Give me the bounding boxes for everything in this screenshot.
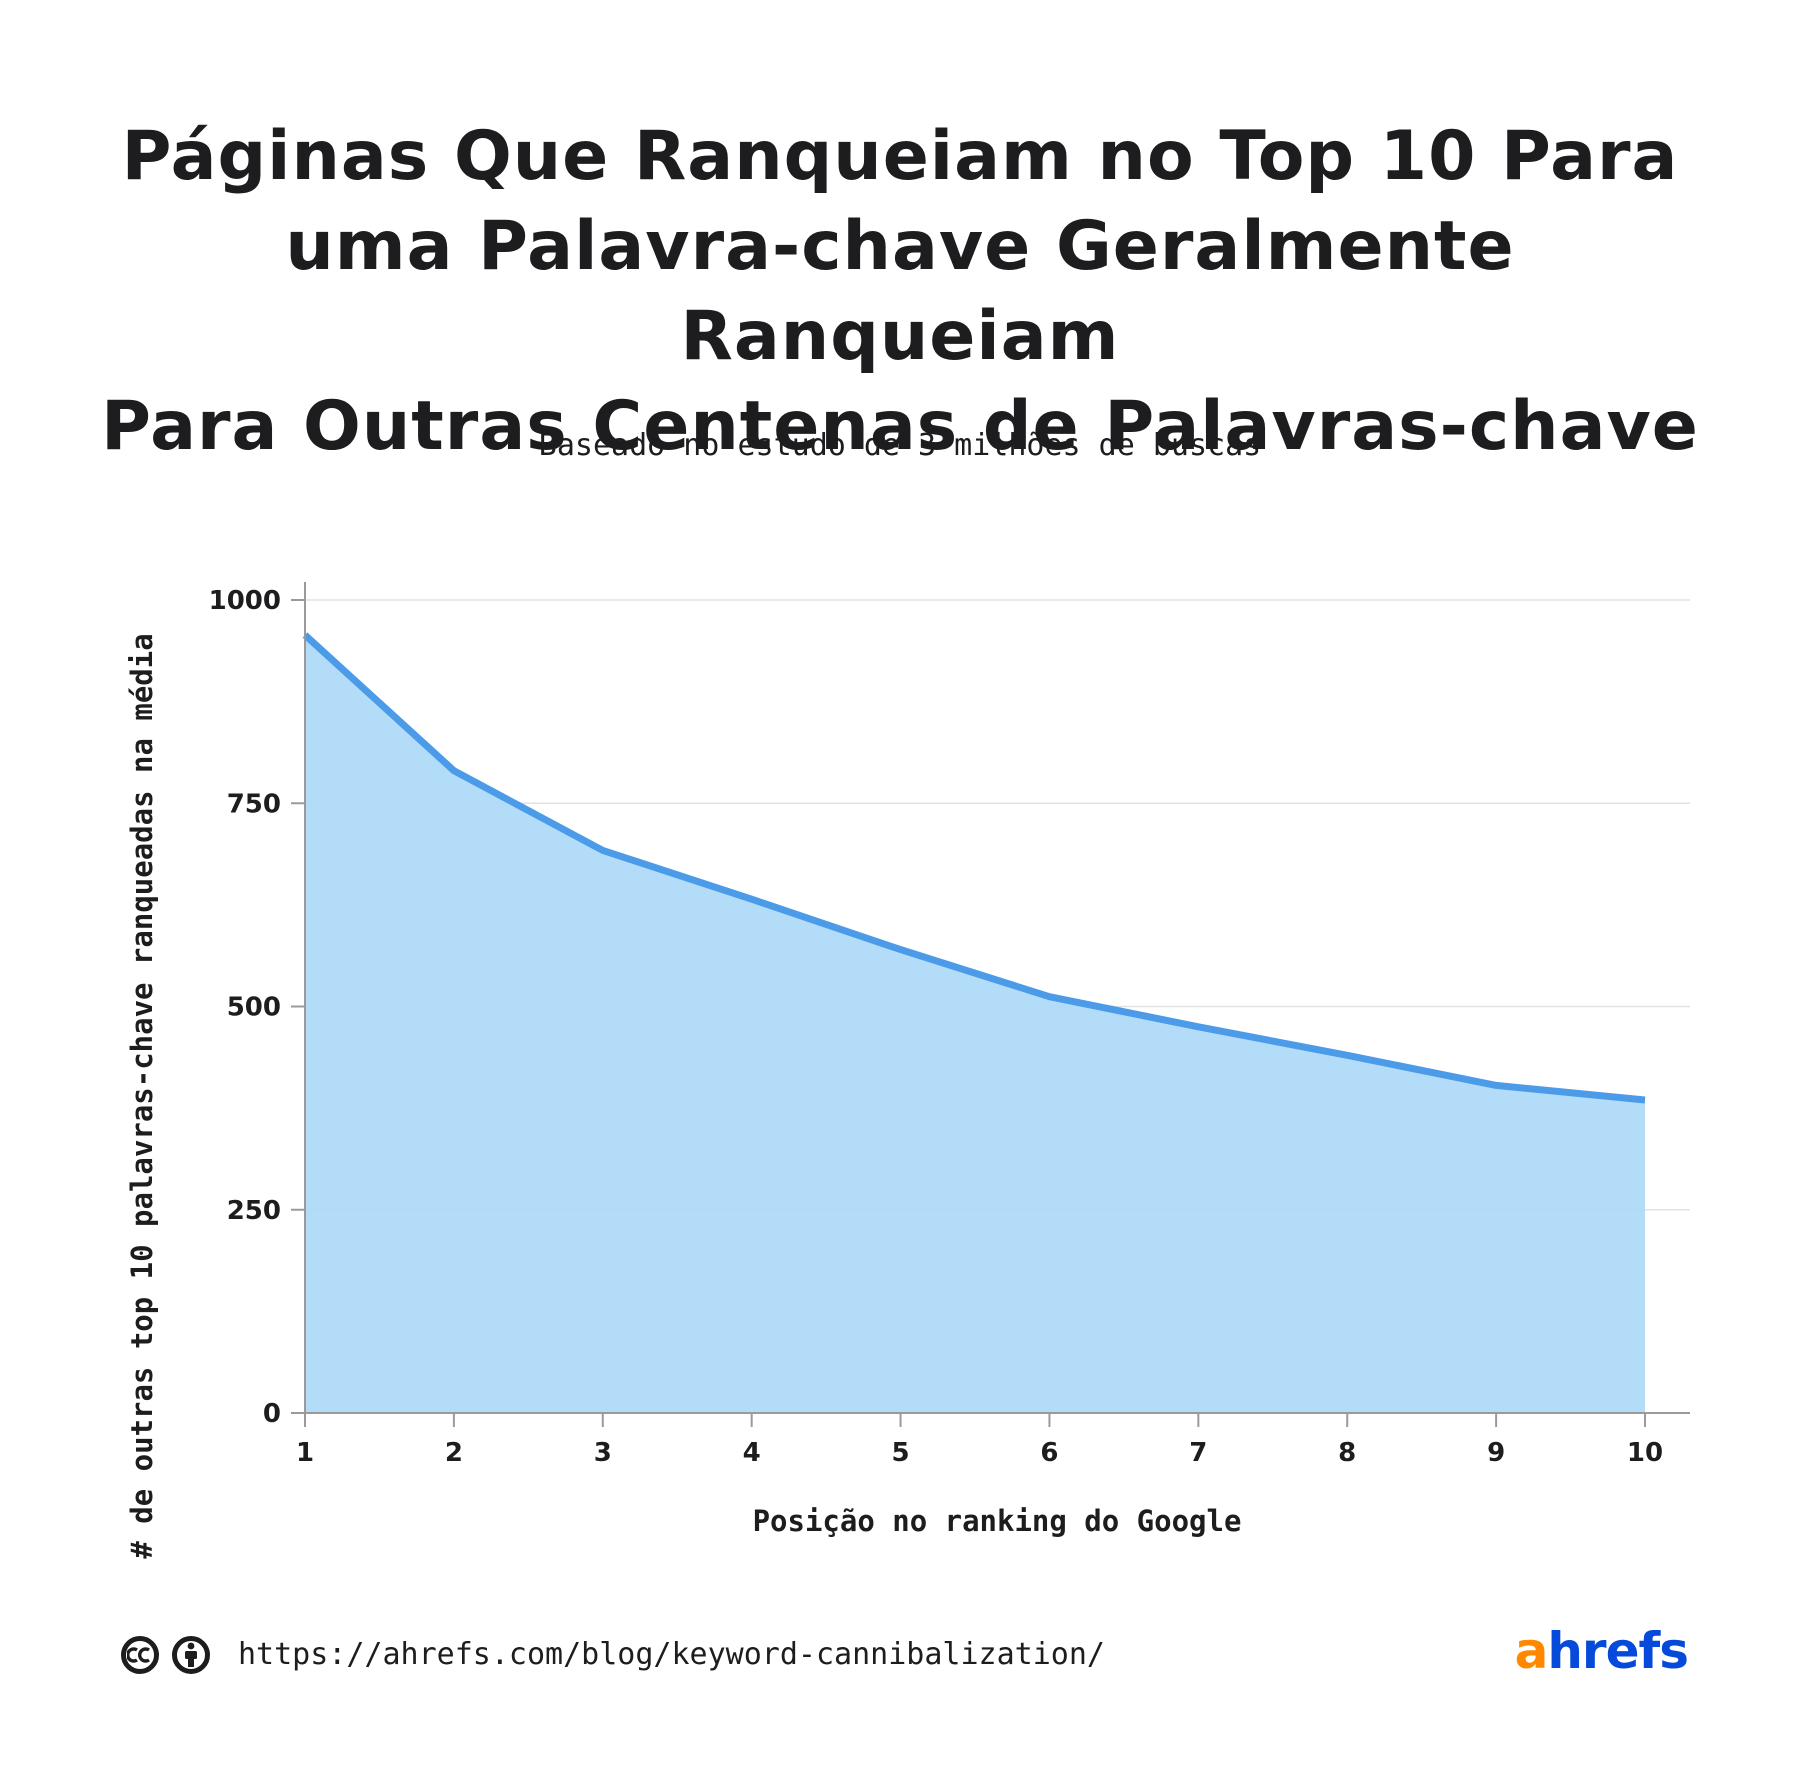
logo-letter-a: a bbox=[1514, 1622, 1549, 1680]
chart-subtitle: Baseado no estudo de 3 milhões de buscas bbox=[538, 428, 1262, 463]
x-tick-label-5: 5 bbox=[892, 1438, 910, 1468]
x-tick-label-4: 4 bbox=[743, 1438, 761, 1468]
y-tick-label-500: 500 bbox=[227, 993, 281, 1023]
x-tick-label-8: 8 bbox=[1338, 1438, 1356, 1468]
attribution-icon bbox=[172, 1636, 210, 1674]
x-tick-label-7: 7 bbox=[1189, 1438, 1207, 1468]
x-tick-label-3: 3 bbox=[594, 1438, 612, 1468]
area-fill bbox=[305, 635, 1645, 1413]
y-tick-label-0: 0 bbox=[263, 1399, 281, 1429]
creative-commons-icon bbox=[121, 1636, 159, 1674]
x-tick-label-2: 2 bbox=[445, 1438, 463, 1468]
y-axis-title: # de outras top 10 palavras-chave ranque… bbox=[125, 633, 159, 1558]
y-tick-label-1000: 1000 bbox=[209, 586, 281, 616]
x-tick-label-10: 10 bbox=[1627, 1438, 1663, 1468]
y-tick-label-750: 750 bbox=[227, 789, 281, 819]
ahrefs-logo: ahrefs bbox=[1514, 1622, 1689, 1680]
series-line bbox=[302, 632, 1646, 1104]
title-line-2: uma Palavra-chave Geralmente Ranqueiam bbox=[285, 207, 1515, 376]
chart-title: Páginas Que Ranqueiam no Top 10 Para uma… bbox=[60, 112, 1740, 472]
y-tick-label-250: 250 bbox=[227, 1196, 281, 1226]
x-axis-title: Posição no ranking do Google bbox=[753, 1504, 1242, 1538]
x-tick-labels: 1 2 3 4 5 6 7 8 9 10 bbox=[296, 1438, 1663, 1468]
x-tick-label-6: 6 bbox=[1040, 1438, 1058, 1468]
source-url[interactable]: https://ahrefs.com/blog/keyword-cannibal… bbox=[238, 1637, 1105, 1672]
axes bbox=[291, 582, 1690, 1427]
title-line-3: Para Outras Centenas de Palavras-chave bbox=[101, 387, 1699, 466]
x-tick-label-9: 9 bbox=[1487, 1438, 1505, 1468]
title-line-1: Páginas Que Ranqueiam no Top 10 Para bbox=[121, 117, 1679, 196]
x-tick-label-1: 1 bbox=[296, 1438, 314, 1468]
logo-letters-hrefs: hrefs bbox=[1547, 1622, 1689, 1680]
y-tick-labels: 0 250 500 750 1000 bbox=[209, 586, 281, 1429]
